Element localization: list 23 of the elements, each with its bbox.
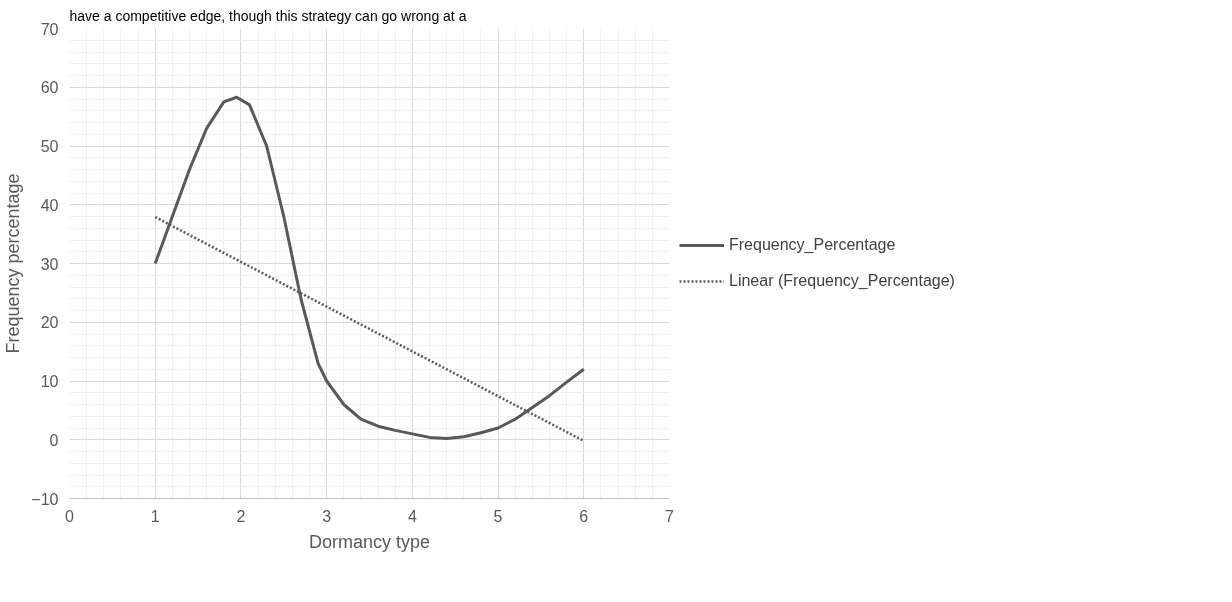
x-tick-label: 6 [579,507,589,525]
y-tick-label: 30 [40,255,59,273]
y-tick-label: 10 [40,373,59,390]
x-tick-label: 3 [322,507,332,525]
legend-label: Linear (Frequency_Percentage) [729,272,955,290]
y-tick-label: 20 [40,314,59,332]
x-tick-label: 7 [665,507,675,525]
y-axis-title: Frequency percentage [3,173,24,354]
y-tick-label: −10 [31,490,59,508]
y-tick-label: 50 [40,138,59,155]
y-tick-label: 0 [49,431,59,449]
text: have a competitive edge, though this strategy can go wrong at a [69,7,467,24]
x-tick-label: 5 [493,507,503,525]
line-series [153,95,586,441]
y-tick-label: 40 [40,196,59,214]
x-tick-label: 1 [150,507,160,525]
x-tick-label: 0 [65,507,75,525]
x-tick-label: 2 [236,507,246,525]
y-tick-label: 60 [40,79,59,97]
x-axis-title: Dormancy type [308,531,431,552]
legend-label: Frequency_Percentage [729,236,896,254]
y-tick-label: 70 [40,20,59,38]
x-tick-label: 4 [407,507,417,525]
